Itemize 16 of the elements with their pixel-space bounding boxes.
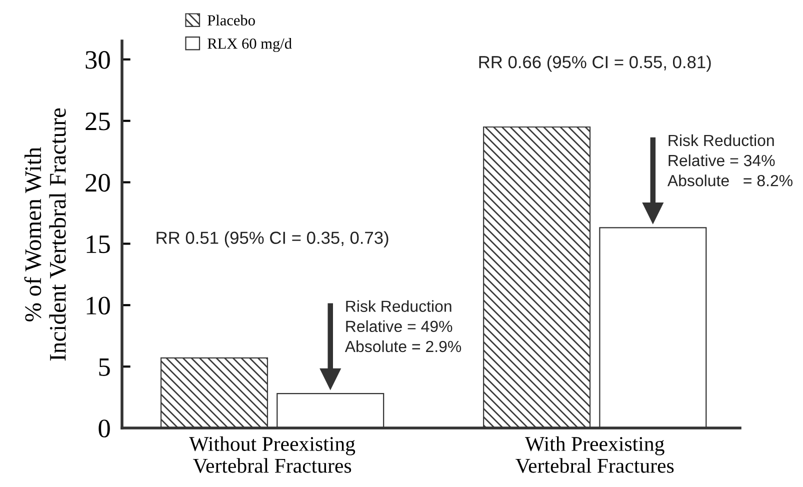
y-tick-label: 25 — [86, 112, 110, 130]
y-axis-title: % of Women With Incident Vertebral Fracture — [24, 108, 66, 361]
annotation: Risk Reduction Relative = 49% Absolute = 2.9% — [344, 300, 462, 352]
legend-label: Placebo — [208, 14, 255, 26]
y-tick-label: 30 — [86, 51, 110, 69]
annotation: RR 0.51 (95% CI = 0.35, 0.73) — [156, 231, 388, 248]
y-tick-label: 10 — [86, 296, 110, 315]
y-tick-label: 0 — [98, 420, 110, 438]
x-tick-label: With Preexisting Vertebral Fractures — [516, 436, 674, 473]
y-tick-label: 15 — [86, 235, 110, 254]
y-tick-label: 20 — [86, 174, 110, 192]
legend-label: RLX 60 mg/d — [208, 38, 292, 52]
annotation: RR 0.66 (95% CI = 0.55, 0.81) — [479, 56, 711, 72]
x-tick-label: Without Preexisting Vertebral Fractures — [189, 436, 356, 473]
annotation: Risk Reduction Relative = 34% Absolute = 8.2% — [667, 134, 792, 186]
y-tick-label: 5 — [99, 358, 110, 376]
